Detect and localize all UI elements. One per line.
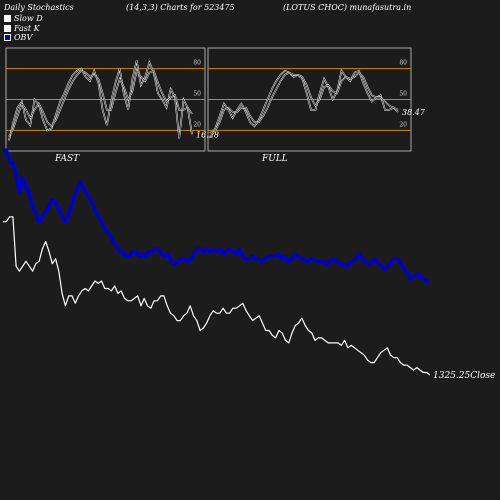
legend-label-fast-k: Fast K (14, 23, 40, 33)
legend-swatch-slow-d (4, 15, 11, 23)
legend-item-fast-k: Fast K (4, 24, 43, 34)
fast-y-tick-50: 50 (193, 91, 201, 98)
full-y-tick-80: 80 (399, 60, 407, 67)
chart-header-right: (LOTUS CHOC) munafasutra.in (283, 3, 412, 12)
full-y-tick-50: 50 (399, 91, 407, 98)
close-line (3, 216, 431, 376)
legend: Slow D Fast K OBV (4, 14, 43, 43)
fast-series-0-core (8, 60, 193, 141)
fast-series-0-line (8, 60, 193, 141)
obv-line (3, 148, 430, 283)
legend-label-slow-d: Slow D (14, 14, 43, 24)
legend-label-obv: OBV (14, 33, 33, 43)
legend-swatch-obv (4, 34, 11, 42)
legend-item-slow-d: Slow D (4, 14, 43, 24)
chart-header-center: (14,3,3) Charts for 523475 (126, 3, 235, 12)
full-series-1-core (210, 72, 399, 135)
close-last-value-label: 1325.25Close (433, 371, 495, 381)
full-panel-title: FULL (261, 154, 288, 164)
fast-y-tick-80: 80 (193, 60, 201, 67)
fast-panel-title: FAST (54, 154, 80, 164)
legend-item-obv: OBV (4, 33, 43, 43)
full-series-1-line (210, 71, 399, 136)
fast-series-1-core (8, 69, 193, 137)
legend-swatch-fast-k (4, 24, 11, 32)
fast-y-tick-20: 20 (193, 121, 201, 128)
fast-last-value-label: 16.28 (196, 131, 219, 140)
full-series-0-core (210, 69, 399, 137)
full-y-tick-20: 20 (399, 121, 407, 128)
chart-header-left: Daily Stochastics (4, 3, 74, 12)
full-last-value-label: 38.47 (402, 108, 426, 117)
